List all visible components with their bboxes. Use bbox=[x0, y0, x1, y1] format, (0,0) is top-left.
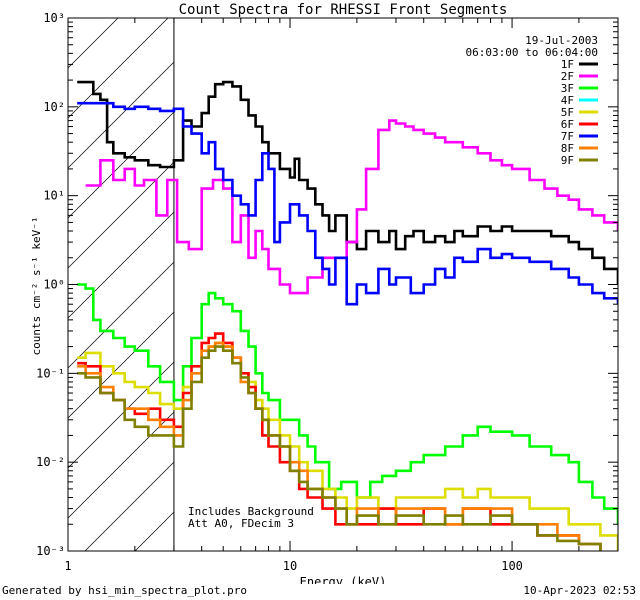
legend-label-2f: 2F bbox=[561, 70, 574, 83]
y-tick-label: 10¹ bbox=[43, 189, 65, 203]
chart-title: Count Spectra for RHESSI Front Segments bbox=[179, 2, 508, 18]
time-range-label: 06:03:00 to 06:04:00 bbox=[466, 46, 598, 59]
y-tick-label: 10⁻³ bbox=[36, 544, 65, 558]
legend-label-1f: 1F bbox=[561, 58, 574, 71]
hatch-line bbox=[68, 18, 219, 169]
timestamp-label: 10-Apr-2023 02:53 bbox=[523, 584, 636, 597]
legend-label-8f: 8F bbox=[561, 142, 574, 155]
series-9f bbox=[77, 345, 602, 551]
background-note: Includes Background bbox=[188, 505, 314, 518]
y-tick-label: 10⁰ bbox=[43, 278, 65, 292]
x-tick-label: 100 bbox=[501, 559, 523, 573]
y-tick-label: 10⁻² bbox=[36, 455, 65, 469]
date-label: 19-Jul-2003 bbox=[525, 34, 598, 47]
x-tick-label: 10 bbox=[283, 559, 297, 573]
attenuator-note: Att A0, FDecim 3 bbox=[188, 517, 294, 530]
y-tick-label: 10⁻¹ bbox=[36, 366, 65, 380]
legend-label-4f: 4F bbox=[561, 94, 574, 107]
y-axis-label: counts cm⁻² s⁻¹ keV⁻¹ bbox=[30, 216, 43, 355]
y-tick-label: 10² bbox=[43, 100, 65, 114]
y-tick-label: 10³ bbox=[43, 11, 65, 25]
legend-label-7f: 7F bbox=[561, 130, 574, 143]
hatch-line bbox=[68, 18, 169, 119]
x-tick-label: 1 bbox=[64, 559, 71, 573]
series-1f bbox=[77, 80, 618, 285]
series-2f bbox=[85, 119, 618, 295]
series-3f bbox=[77, 283, 618, 525]
legend-label-3f: 3F bbox=[561, 82, 574, 95]
legend-label-6f: 6F bbox=[561, 118, 574, 131]
series-7f bbox=[77, 101, 618, 306]
legend-label-5f: 5F bbox=[561, 106, 574, 119]
spectra-plot: 1 10 100 10⁻³ 10⁻² 10⁻¹ 10⁰ 10¹ 10² 10³ Count Spe… bbox=[30, 2, 619, 584]
x-axis-label: Energy (keV) bbox=[300, 575, 387, 584]
generated-by-label: Generated by hsi_min_spectra_plot.pro bbox=[2, 584, 248, 597]
legend-label-9f: 9F bbox=[561, 154, 574, 167]
